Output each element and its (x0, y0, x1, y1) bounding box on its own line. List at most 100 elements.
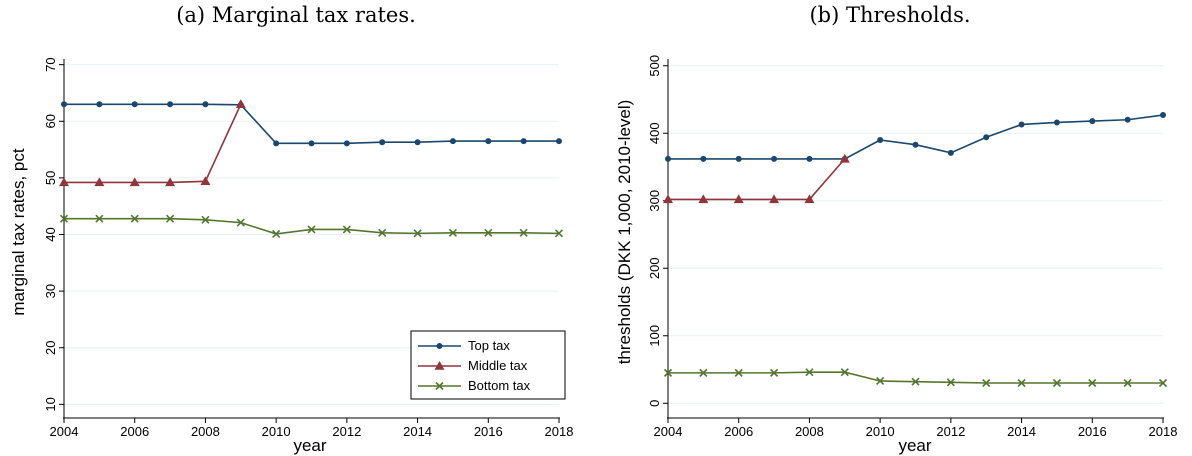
panel-b-series-bottom-tax (663, 368, 1168, 388)
panel-a-middle-tax-point (129, 177, 140, 187)
panel-a-top-tax-point (273, 140, 280, 147)
panel-b-ytick-label: 300 (647, 190, 662, 212)
panel-a-ytick-label: 50 (43, 171, 58, 185)
panel-a-ytick-label: 20 (43, 340, 58, 354)
panel-a-top-tax-point (556, 138, 562, 145)
panel-b-bottom-tax-point (982, 378, 991, 388)
panel-b-bottom-tax-point (946, 378, 955, 387)
panel-a-bottom-tax-line (64, 217, 560, 235)
panel-a-middle-tax-point (94, 177, 105, 187)
panel-b-bottom-tax-point (1158, 378, 1168, 388)
panel-b-bottom-tax-point (663, 368, 673, 377)
panel-b-ytick-label: 200 (647, 257, 662, 279)
panel-b-middle-tax-point (839, 153, 850, 163)
panel-b-top-tax-point (806, 155, 813, 162)
panel-a-top-tax-point (414, 139, 421, 146)
panel-a-top-tax-point (167, 101, 174, 108)
panel-a-ytick-label: 10 (43, 397, 58, 411)
panel-b-middle-tax-point (663, 194, 673, 204)
panel-a-bottom-tax-point (201, 215, 210, 224)
panel-b-bottom-tax-point (1088, 378, 1097, 388)
panel-a-middle-tax-point (200, 176, 211, 186)
panel-b-ytick-label: 400 (647, 122, 662, 144)
panel-b-top-tax-point (877, 137, 884, 143)
panel-b-xtick-label: 2010 (866, 424, 895, 439)
legend-label-top-tax: Top tax (468, 338, 510, 353)
panel-b-xtick-label: 2006 (724, 424, 753, 439)
panel-b-bottom-tax-point (1052, 378, 1061, 388)
panel-b-bottom-tax-point (699, 368, 708, 377)
panel-b-top-tax-point (1053, 119, 1060, 126)
panel-b-top-tax-point (771, 155, 778, 162)
panel-a-top-tax-point (308, 140, 315, 147)
panel-b-bottom-tax-point (805, 368, 814, 377)
panel-a-top-tax-point (61, 101, 67, 108)
panel-b-bottom-tax-point (876, 376, 885, 386)
legend-marker-bottom-tax (435, 381, 444, 391)
panel-b-chart: 0 100 200 300 400 500 2004 2006 2008 2010 2012 2014… (647, 55, 1177, 439)
panel-b-ylabel: thresholds (DKK 1,000, 2010-level) (615, 100, 634, 365)
panel-b-middle-tax-point (769, 194, 780, 204)
panel-a-chart: 10 20 30 40 50 60 70 2004 2006 2008 2010 2012 2014 20… (43, 57, 573, 439)
panel-a-xtick-label: 2006 (120, 424, 149, 439)
legend-marker-top-tax (436, 343, 443, 349)
panel-a-middle-tax-point (235, 99, 246, 109)
panel-a-top-tax-point (379, 139, 386, 146)
panel-a-bottom-tax-point (272, 229, 281, 238)
panel-b-top-tax-point (1018, 121, 1025, 128)
panel-b-bottom-tax-point (911, 377, 920, 386)
panel-b-top-tax-line (668, 114, 1164, 160)
panel-b-bottom-tax-point (1123, 378, 1132, 388)
panel-a-bottom-tax-point (378, 228, 387, 237)
panel-a-xtick-label: 2010 (262, 424, 291, 439)
panel-a-bottom-tax-point (413, 229, 422, 238)
panel-a-bottom-tax-point (342, 225, 351, 234)
panel-a-bottom-tax-point (130, 214, 139, 223)
panel-a-bottom-tax-point (59, 214, 69, 223)
panel-a-top-tax-point (485, 138, 492, 145)
panel-a-xtick-label: 2004 (50, 424, 79, 439)
panel-b-xtick-label: 2014 (1007, 424, 1036, 439)
panel-a-title: (a) Marginal tax rates. (176, 3, 416, 27)
panel-b-ytick-label: 0 (647, 400, 662, 407)
panel-a-series-middle-tax (59, 99, 246, 187)
panel-a-top-tax-point (520, 138, 527, 145)
panel-b-ytick-label: 100 (647, 325, 662, 347)
panel-b-top-tax-point (912, 141, 919, 148)
panel-a-ytick-label: 40 (43, 227, 58, 241)
panel-b-top-tax-point (947, 149, 954, 156)
panel-b-top-tax-point (983, 134, 990, 141)
panel-a-bottom-tax-point (166, 214, 175, 223)
panel-b-bottom-tax-point (1017, 378, 1026, 388)
legend-box (410, 330, 566, 400)
panel-b-middle-tax-point (804, 194, 815, 204)
panel-a-series-bottom-tax (59, 214, 564, 238)
panel-b-xtick-label: 2008 (795, 424, 824, 439)
legend-marker-middle-tax (434, 361, 445, 370)
panel-a-bottom-tax-point (307, 225, 316, 234)
panel-a-bottom-tax-point (484, 228, 493, 237)
panel-b-top-tax-point (1160, 112, 1166, 119)
panel-a-middle-tax-point (59, 177, 69, 187)
panel-b-ytick-label: 500 (647, 55, 662, 77)
panel-b-title: (b) Thresholds. (809, 3, 970, 27)
legend-label-bottom-tax: Bottom tax (468, 378, 531, 393)
panel-b-middle-tax-point (698, 194, 709, 204)
panel-a-xtick-label: 2016 (474, 424, 503, 439)
panel-a-bottom-tax-point (95, 214, 104, 223)
panel-b-middle-tax-line (668, 158, 846, 201)
panel-a-ytick-label: 60 (43, 114, 58, 128)
panel-a-xtick-label: 2008 (191, 424, 220, 439)
panel-a-bottom-tax-point (448, 228, 457, 237)
panel-b-series-middle-tax (663, 153, 850, 204)
panel-a-top-tax-line (64, 103, 559, 145)
panel-b-bottom-tax-point (840, 368, 849, 377)
panel-a-xtick-label: 2012 (332, 424, 361, 439)
panel-a-xtick-label: 2018 (545, 424, 574, 439)
panel-b-top-tax-point (700, 155, 707, 162)
panel-a-middle-tax-line (64, 103, 242, 184)
panel-a-bottom-tax-point (236, 218, 245, 227)
panel-a-ytick-label: 30 (43, 284, 58, 298)
panel-b-xtick-label: 2004 (654, 424, 683, 439)
legend-label-middle-tax: Middle tax (468, 358, 528, 373)
